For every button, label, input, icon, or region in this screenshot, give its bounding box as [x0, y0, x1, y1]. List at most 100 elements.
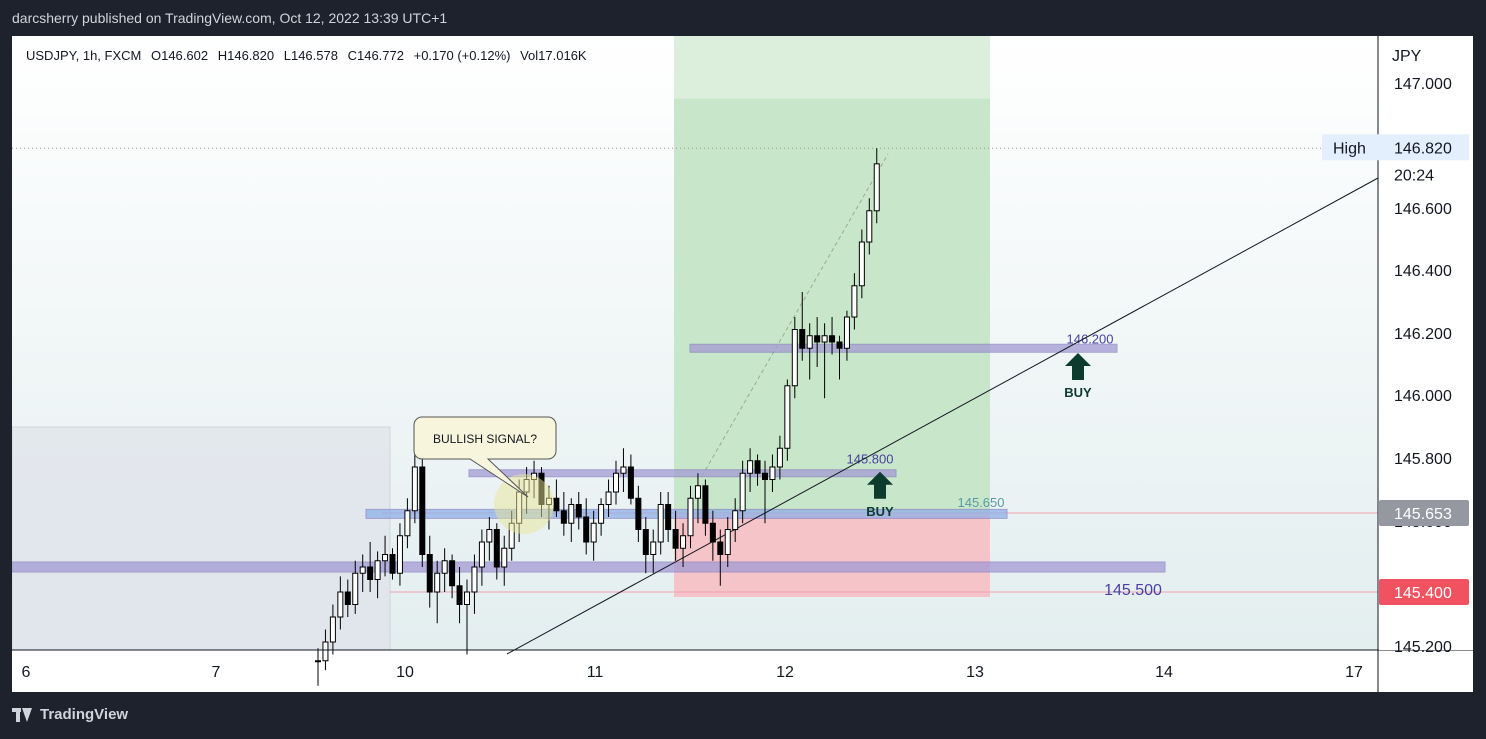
candle-body	[754, 460, 761, 474]
zone-price-label: 145.800	[847, 451, 894, 466]
price-tick-label: 145.800	[1394, 451, 1452, 468]
candle-body	[747, 460, 754, 474]
ohlc-legend: USDJPY, 1h, FXCM O146.602 H146.820 L146.…	[26, 48, 593, 63]
candle-body	[821, 335, 828, 343]
price-zone	[689, 343, 1118, 353]
candle-body	[359, 566, 366, 574]
trade-path-line	[701, 153, 889, 477]
candlestick-chart[interactable]: 146.200 145.800 145.650 145.500 BULLISH SIG…	[11, 36, 1473, 692]
time-tick-label: 13	[966, 664, 984, 681]
buy-arrow-icon	[1065, 353, 1091, 380]
candle-body	[568, 504, 575, 524]
trend-line[interactable]	[506, 177, 1379, 655]
tradingview-footer[interactable]: TradingView	[12, 706, 128, 723]
price-axis[interactable]	[1379, 36, 1473, 650]
price-tick-label: 146.400	[1394, 263, 1452, 280]
price-zones: 146.200 145.800 145.650 145.500	[11, 331, 1166, 599]
price-tag-bg	[1379, 579, 1469, 605]
candle-body	[449, 560, 456, 587]
candle-body	[598, 504, 605, 524]
candle-body	[687, 497, 694, 537]
price-tick-label: 147.000	[1394, 76, 1452, 93]
candle-body	[799, 329, 806, 349]
legend-change: +0.170 (+0.12%)	[413, 48, 511, 63]
candle-body	[709, 522, 716, 543]
price-zone	[365, 508, 1008, 519]
candle-body	[315, 660, 321, 663]
candle-body	[724, 529, 731, 555]
candle-body	[322, 641, 329, 662]
candle-body	[583, 516, 590, 543]
candle-body	[806, 335, 813, 349]
profit-zone-light	[674, 36, 990, 99]
time-tick-label: 11	[587, 664, 604, 681]
range-box	[11, 426, 391, 651]
time-tick-label: 12	[776, 664, 794, 681]
candle-body	[471, 566, 478, 593]
buy-label: BUY	[866, 504, 894, 519]
candle-body	[784, 385, 791, 449]
candle-body	[717, 541, 724, 555]
candle-body	[635, 497, 642, 530]
candle-body	[486, 529, 493, 543]
price-tick-label: 146.600	[1394, 201, 1452, 218]
candle-body	[791, 329, 798, 387]
callout-bullish-signal[interactable]: BULLISH SIGNAL?	[413, 416, 557, 498]
candles-group	[315, 148, 880, 686]
candle-body	[858, 241, 865, 287]
candle-body	[367, 566, 374, 580]
price-tag-bg	[1379, 499, 1469, 526]
time-tick-label: 7	[212, 664, 221, 681]
zone-price-label: 145.650	[958, 495, 1005, 510]
candle-body	[836, 341, 843, 349]
candle-body	[627, 466, 634, 499]
loss-zone	[674, 513, 990, 597]
candle-body	[553, 497, 560, 512]
candle-body	[665, 504, 672, 530]
countdown-label: 20:24	[1394, 167, 1434, 184]
candle-body	[672, 529, 679, 549]
candle-body	[411, 466, 418, 512]
price-zone	[11, 561, 1166, 573]
candle-body	[344, 591, 351, 605]
candle-body	[650, 541, 657, 555]
candle-body	[329, 616, 336, 643]
currency-label: JPY	[1392, 48, 1422, 65]
price-zone	[468, 469, 897, 478]
candle-body	[776, 447, 783, 468]
candle-body	[501, 547, 508, 568]
candle-body	[866, 210, 873, 243]
price-tags: High 146.820 20:24 145.653 145.400	[1322, 134, 1469, 605]
buy-arrow-icon	[867, 471, 893, 499]
candle-body	[456, 585, 463, 605]
legend-symbol: USDJPY, 1h, FXCM	[26, 48, 142, 63]
candle-body	[739, 472, 746, 512]
candle-body	[478, 541, 485, 568]
candle-body	[605, 491, 612, 505]
legend-low: L146.578	[283, 48, 338, 63]
high-tag-value: 146.820	[1394, 140, 1452, 157]
buy-label: BUY	[1064, 385, 1092, 400]
candle-body	[829, 335, 836, 343]
legend-volume: Vol17.016K	[520, 48, 587, 63]
time-ticks: 6 7 10 11 12 13 14 17	[22, 664, 1363, 681]
candle-body	[843, 316, 850, 349]
time-tick-label: 6	[22, 664, 31, 681]
candle-body	[851, 285, 858, 318]
chart-panel[interactable]: 146.200 145.800 145.650 145.500 BULLISH SIG…	[11, 36, 1473, 692]
callout-text: BULLISH SIGNAL?	[433, 432, 537, 446]
candle-body	[620, 466, 627, 474]
candle-body	[374, 560, 381, 580]
legend-open: O146.602	[150, 48, 209, 63]
price-tag-value: 145.400	[1394, 585, 1452, 602]
buy-markers: BUY BUY	[866, 353, 1092, 519]
price-tick-label: 146.000	[1394, 388, 1452, 405]
candle-body	[404, 510, 411, 537]
time-tick-label: 14	[1155, 664, 1173, 681]
price-tick-label: 145.200	[1394, 639, 1452, 656]
time-tick-label: 10	[396, 664, 414, 681]
candle-body	[702, 485, 709, 524]
footer-brand: TradingView	[40, 706, 129, 723]
candle-body	[493, 529, 500, 568]
tradingview-logo-icon	[12, 707, 34, 722]
